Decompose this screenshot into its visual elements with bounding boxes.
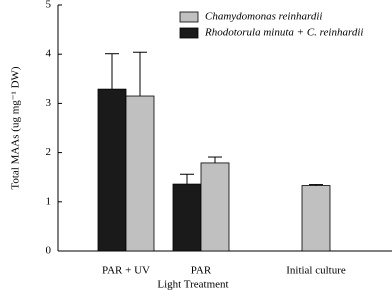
legend-label: Chamydomonas reinhardii <box>205 11 322 23</box>
x-axis-label: Light Treatment <box>157 279 228 291</box>
y-axis-label: Total MAAs (ug mg⁻¹ DW) <box>10 66 22 190</box>
bar <box>200 162 230 252</box>
x-tick-label: Initial culture <box>286 265 346 277</box>
y-tick-label: 0 <box>46 245 52 257</box>
y-tick-label: 1 <box>46 195 52 207</box>
bar <box>125 95 155 252</box>
bar <box>97 88 127 252</box>
x-tick-label: PAR <box>191 265 212 277</box>
y-tick-label: 5 <box>46 0 52 11</box>
y-tick-label: 2 <box>46 146 52 158</box>
bar <box>301 185 331 252</box>
y-tick-label: 4 <box>46 48 52 60</box>
y-tick-label: 3 <box>46 97 52 109</box>
x-tick-label: PAR + UV <box>102 265 150 277</box>
legend-label: Rhodotorula minuta + C. reinhardii <box>204 27 363 39</box>
legend-swatch <box>179 11 199 23</box>
bar <box>172 183 202 252</box>
legend-swatch <box>179 27 199 39</box>
